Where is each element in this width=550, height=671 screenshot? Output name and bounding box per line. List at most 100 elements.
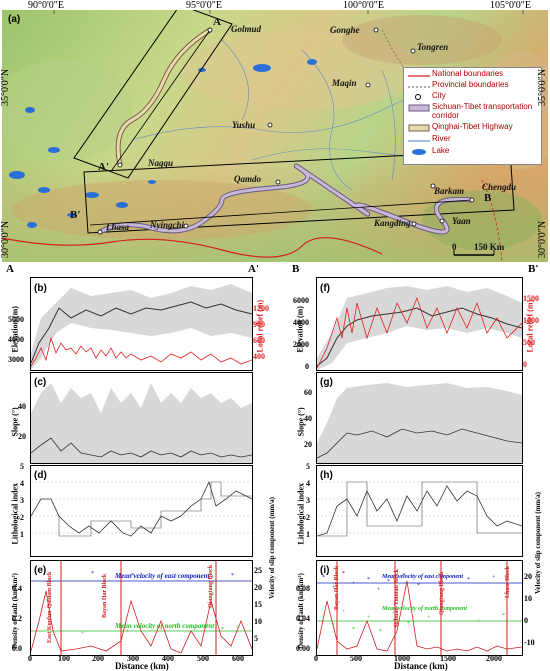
svg-text:+: + <box>492 575 496 581</box>
svg-text:+: + <box>211 575 215 581</box>
ytick-i-008: 0.08 <box>296 584 310 593</box>
legend-corridor: Sichuan-Tibet transportation corridor <box>432 102 533 120</box>
svg-text:*: * <box>379 629 382 635</box>
slope-chart-right <box>316 383 523 463</box>
city-label-yaan: Yaan <box>452 216 471 226</box>
profile-left-end: A' <box>248 263 259 275</box>
city-label-kangding: Kangding <box>374 218 411 228</box>
ytick-i-000: 0.00 <box>296 644 310 653</box>
city-label-lhasa: Lhasa <box>106 222 130 232</box>
ytick-i-004: 0.04 <box>296 614 310 623</box>
ytick-g-20: 20 <box>304 440 312 449</box>
y2tick-i-m10: -10 <box>524 638 535 647</box>
city-markers <box>97 27 475 235</box>
profile-right-start: B <box>292 263 300 275</box>
xtick-e-300: 300 <box>127 654 139 663</box>
elevation-chart-right <box>316 286 523 370</box>
lat-35-left: 35°0'0"N <box>0 68 11 106</box>
xtick-e-500: 500 <box>197 654 209 663</box>
svg-text:*: * <box>467 577 470 583</box>
svg-text:+: + <box>477 619 481 625</box>
ytick-c-40: 40 <box>18 402 26 411</box>
lon-95: 95°0'0"E <box>186 0 222 11</box>
block-label-right-3: Lhasa Block <box>505 566 511 598</box>
lat-35-right: 35°0'0"N <box>537 68 548 106</box>
panel-g <box>316 372 523 464</box>
svg-text:+: + <box>236 625 240 631</box>
panel-label-e: (e) <box>34 565 47 576</box>
lat-30-right: 30°0'0"N <box>537 220 548 258</box>
xtick-i-1000: 1000 <box>394 654 410 663</box>
panel-d <box>30 465 253 557</box>
svg-text:*: * <box>502 613 505 619</box>
lon-105: 105°0'0"E <box>490 0 531 11</box>
svg-text:*: * <box>332 623 335 629</box>
legend-national: National boundaries <box>432 69 504 78</box>
ytick-b-3000: 3000 <box>8 355 24 364</box>
city-label-maqin: Maqin <box>332 78 357 88</box>
ytick-h-3: 3 <box>306 496 310 505</box>
ytick-f-4000: 4000 <box>293 318 309 327</box>
xtick-i-500: 500 <box>350 654 362 663</box>
ytick-e-04: 0.4 <box>12 584 22 593</box>
ytick-d-4: 4 <box>20 479 24 488</box>
y2tick-f-1000: 1000 <box>523 316 539 325</box>
y2tick-e-5: 5 <box>254 634 258 643</box>
point-a: A <box>213 16 221 28</box>
block-label-left-1: Bayan Har Block <box>102 573 108 618</box>
panel-f <box>316 277 523 371</box>
y2tick-f-500: 500 <box>523 338 535 347</box>
ytick-h-5: 5 <box>306 462 310 471</box>
east-label-right: Mean velocity of east component <box>382 574 463 580</box>
svg-text:*: * <box>352 627 355 633</box>
panel-h <box>316 465 523 557</box>
north-label-left: Mean velocity of north component <box>115 622 215 630</box>
ytick-f-2000: 2000 <box>293 340 309 349</box>
ylabel-d: Lithological index <box>10 482 20 545</box>
svg-text:*: * <box>91 571 94 577</box>
y2tick-f-0: 0 <box>523 360 527 369</box>
lon-100: 100°0'0"E <box>343 0 384 11</box>
panel-label-f: (f) <box>320 283 330 294</box>
svg-text:+: + <box>206 623 210 629</box>
svg-text:+: + <box>196 575 200 581</box>
ytick-f-6000: 6000 <box>293 296 309 305</box>
ylabel-i: Density of fault (km/km²) <box>297 573 305 649</box>
y2tick-b-1200: 1200 <box>253 304 269 313</box>
litho-chart-left <box>30 480 253 537</box>
city-label-nagqu: Nagqu <box>148 158 174 168</box>
svg-text:*: * <box>417 583 420 589</box>
block-label-left-0: East Kunlun-Qaidam Block <box>47 571 53 643</box>
xtick-e-0: 0 <box>28 654 32 663</box>
panel-c <box>30 372 253 464</box>
city-label-qamdo: Qamdo <box>234 174 261 184</box>
svg-text:+: + <box>427 615 431 621</box>
ytick-d-1: 1 <box>20 530 24 539</box>
y2tick-e-20: 20 <box>254 583 262 592</box>
panel-b <box>30 277 253 371</box>
legend-highway: Qinghai-Tibet Highway <box>432 122 513 131</box>
city-label-yushu: Yushu <box>232 120 256 130</box>
xlabel-e: Distance (km) <box>115 661 169 671</box>
svg-text:+: + <box>332 585 336 591</box>
y2tick-b-600: 600 <box>253 336 265 345</box>
city-label-nyingchi: Nyingchi <box>150 220 185 230</box>
y2tick-b-400: 400 <box>253 352 265 361</box>
xtick-e-100: 100 <box>58 654 70 663</box>
y2tick-f-1500: 1500 <box>523 294 539 303</box>
svg-text:+: + <box>367 615 371 621</box>
svg-text:*: * <box>231 573 234 579</box>
legend-city: City <box>432 91 446 100</box>
svg-text:*: * <box>367 577 370 583</box>
svg-text:+: + <box>126 629 130 635</box>
city-label-golmud: Golmud <box>231 24 262 34</box>
north-label-right: Mean velocity of north component <box>382 606 467 612</box>
ytick-b-5000: 5000 <box>8 315 24 324</box>
svg-text:+: + <box>402 573 406 579</box>
map-legend: National boundaries Provincial boundarie… <box>403 67 542 165</box>
ytick-e-02: 0.2 <box>12 614 22 623</box>
panel-i: * + * + * + * + * * + + * + * + * + * + + * <box>316 560 523 656</box>
point-b-prime: B' <box>70 209 81 221</box>
ytick-f-0: 0 <box>305 362 309 371</box>
litho-chart-right <box>316 481 523 537</box>
